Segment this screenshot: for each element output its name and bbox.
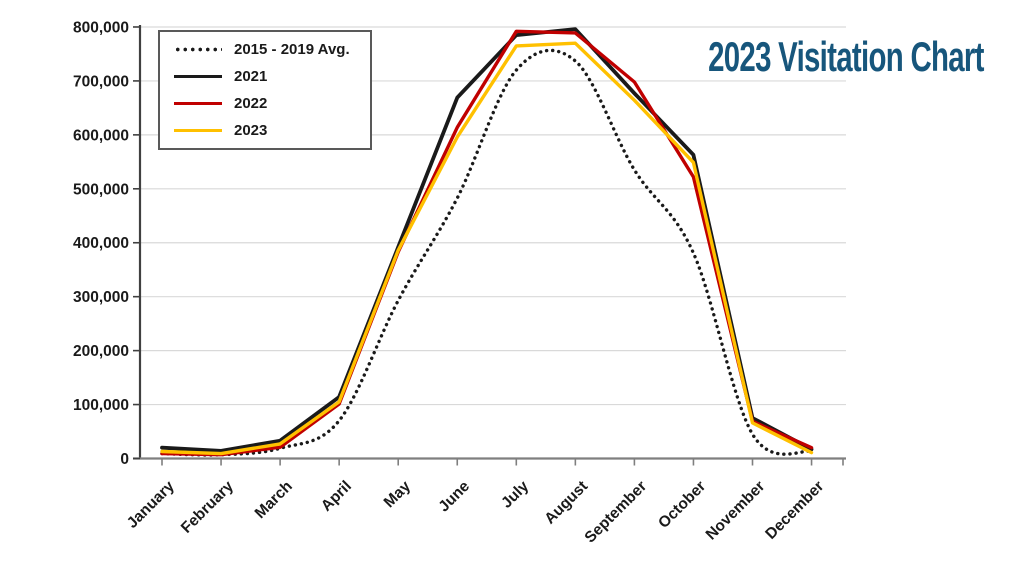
legend: 2015 - 2019 Avg. 2021 2022 2023	[158, 30, 372, 150]
svg-text:800,000: 800,000	[73, 19, 129, 36]
svg-text:700,000: 700,000	[73, 73, 129, 90]
legend-item: 2023	[160, 123, 370, 138]
legend-item-label: 2015 - 2019 Avg.	[234, 41, 350, 58]
page-title: 2023 Visitation Chart	[708, 33, 984, 80]
series-line-2023	[160, 41, 814, 456]
svg-text:March: March	[252, 478, 296, 522]
legend-item-label: 2022	[234, 95, 268, 112]
svg-text:400,000: 400,000	[73, 235, 129, 252]
svg-text:100,000: 100,000	[73, 397, 129, 414]
svg-text:500,000: 500,000	[73, 181, 129, 198]
svg-text:February: February	[178, 478, 237, 537]
legend-swatch-red-line	[174, 101, 222, 106]
svg-text:May: May	[381, 478, 415, 512]
svg-text:300,000: 300,000	[73, 289, 129, 306]
legend-item-label: 2021	[234, 68, 268, 85]
svg-text:October: October	[655, 478, 709, 532]
legend-swatch-gold-line	[174, 128, 222, 133]
svg-text:November: November	[703, 478, 769, 544]
svg-text:200,000: 200,000	[73, 343, 129, 360]
svg-text:September: September	[582, 478, 651, 547]
svg-text:December: December	[762, 478, 827, 543]
svg-text:0: 0	[120, 451, 129, 468]
series-line-2022	[160, 29, 814, 457]
y-axis-labels: 0 100,000 200,000 300,000 400,000 500,000 600,…	[73, 19, 129, 468]
axes	[133, 24, 846, 466]
legend-item-label: 2023	[234, 122, 268, 139]
svg-text:April: April	[318, 478, 355, 515]
svg-text:August: August	[541, 478, 591, 528]
legend-item: 2021	[160, 69, 370, 84]
legend-swatch-black-line	[174, 74, 222, 79]
legend-item: 2015 - 2019 Avg.	[160, 42, 370, 57]
legend-swatch-dotted-line	[174, 47, 222, 52]
legend-item: 2022	[160, 96, 370, 111]
svg-text:July: July	[498, 478, 532, 512]
svg-text:January: January	[124, 478, 178, 532]
svg-text:June: June	[435, 478, 473, 516]
svg-text:600,000: 600,000	[73, 127, 129, 144]
series-line-2015-2019-avg-	[160, 48, 814, 457]
x-axis-labels: January February March April May June July Augu…	[124, 478, 828, 547]
